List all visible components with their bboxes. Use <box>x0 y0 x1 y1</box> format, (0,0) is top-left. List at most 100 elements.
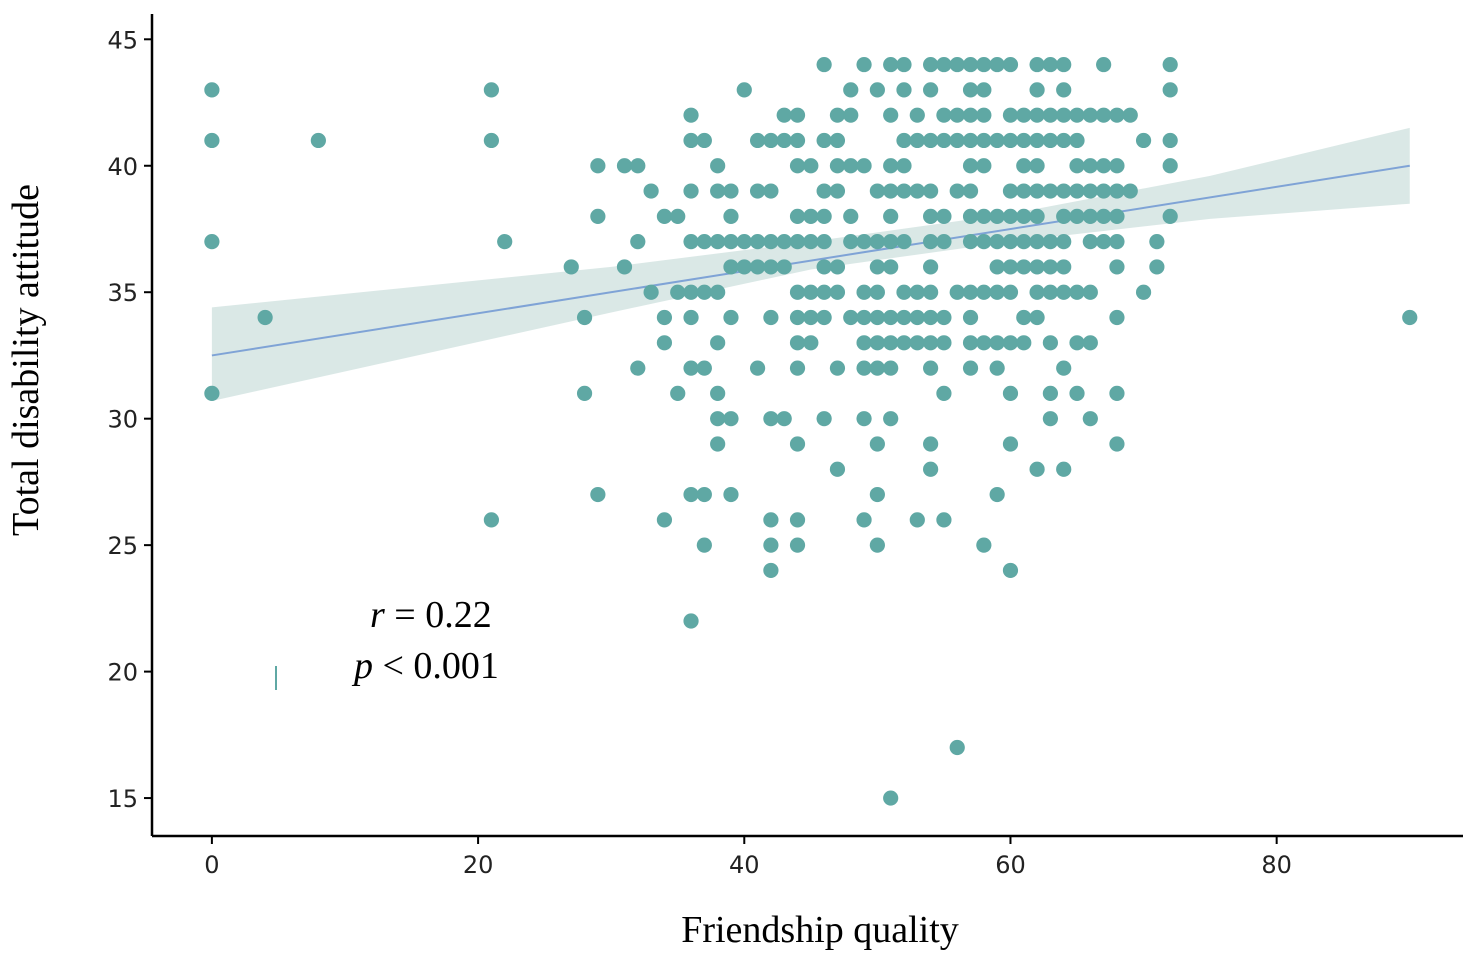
data-point <box>789 309 806 326</box>
data-point <box>923 82 939 98</box>
data-point <box>749 259 766 275</box>
data-point <box>883 309 899 326</box>
data-point <box>896 183 912 199</box>
data-point <box>1029 158 1045 174</box>
data-point <box>949 739 965 756</box>
data-point <box>1029 234 1045 250</box>
data-point <box>1082 107 1098 123</box>
data-point <box>204 234 220 250</box>
data-point <box>936 234 952 250</box>
data-point <box>816 56 832 73</box>
data-point <box>896 309 912 326</box>
data-point <box>936 309 952 326</box>
data-point <box>856 234 872 250</box>
data-point <box>789 234 806 250</box>
data-point <box>789 208 806 224</box>
data-point <box>989 360 1005 376</box>
y-tick-label: 30 <box>107 406 138 434</box>
data-point <box>909 183 925 199</box>
data-point <box>883 259 899 275</box>
data-point <box>1056 107 1072 123</box>
data-point <box>789 436 806 452</box>
data-point <box>856 309 872 326</box>
data-point <box>856 158 872 174</box>
data-point <box>1042 385 1059 401</box>
data-point <box>789 335 806 351</box>
data-point <box>896 335 912 351</box>
data-point <box>989 132 1005 149</box>
data-point <box>789 284 806 300</box>
data-point <box>710 335 726 351</box>
data-point <box>883 56 899 73</box>
data-point <box>723 208 739 224</box>
data-point <box>962 107 979 123</box>
data-point <box>776 132 792 149</box>
data-point <box>630 234 646 250</box>
data-point <box>1002 436 1019 452</box>
data-point <box>923 208 939 224</box>
data-point <box>803 158 819 174</box>
data-point <box>1016 158 1032 174</box>
data-point <box>683 486 699 503</box>
data-point <box>976 107 992 123</box>
data-point <box>816 208 832 224</box>
data-point <box>883 411 899 427</box>
data-point <box>856 411 872 427</box>
data-point <box>923 234 939 250</box>
data-point <box>923 436 939 452</box>
data-point <box>989 56 1005 73</box>
data-point <box>856 284 872 300</box>
correlation-r-annotation: r = 0.22 <box>370 594 492 636</box>
data-point <box>656 309 673 326</box>
data-point <box>923 259 939 275</box>
data-point <box>710 411 726 427</box>
data-point <box>789 512 806 528</box>
data-point <box>883 107 899 123</box>
data-point <box>1069 183 1085 199</box>
data-point <box>1082 411 1098 427</box>
data-point <box>1002 234 1019 250</box>
data-point <box>923 360 939 376</box>
data-point <box>909 284 925 300</box>
data-point <box>710 284 726 300</box>
data-point <box>696 284 712 300</box>
y-tick-label: 20 <box>107 659 138 687</box>
data-point <box>896 234 912 250</box>
data-point <box>1056 234 1072 250</box>
data-point <box>883 234 899 250</box>
data-point <box>1002 284 1019 300</box>
data-point <box>829 107 846 123</box>
data-point <box>869 335 885 351</box>
data-point <box>616 259 633 275</box>
data-point <box>723 234 739 250</box>
data-point <box>816 259 832 275</box>
data-point <box>962 82 979 98</box>
data-point <box>829 158 846 174</box>
data-point <box>1162 208 1178 224</box>
data-point <box>763 132 779 149</box>
data-point <box>1109 183 1125 199</box>
data-point <box>816 132 832 149</box>
data-point <box>896 56 912 73</box>
data-point <box>936 107 952 123</box>
data-point <box>869 259 885 275</box>
data-point <box>1109 234 1125 250</box>
data-point <box>736 259 752 275</box>
data-point <box>976 56 992 73</box>
data-point <box>909 107 925 123</box>
data-point <box>843 234 859 250</box>
data-point <box>776 234 792 250</box>
data-point <box>962 208 979 224</box>
data-point <box>563 259 579 275</box>
data-point <box>763 259 779 275</box>
data-point <box>962 56 979 73</box>
data-point <box>204 385 220 401</box>
data-point <box>976 132 992 149</box>
data-point <box>630 158 646 174</box>
data-point <box>816 411 832 427</box>
data-point <box>1096 183 1112 199</box>
data-point <box>923 335 939 351</box>
data-point <box>683 132 699 149</box>
data-point <box>736 234 752 250</box>
data-point <box>1029 259 1045 275</box>
